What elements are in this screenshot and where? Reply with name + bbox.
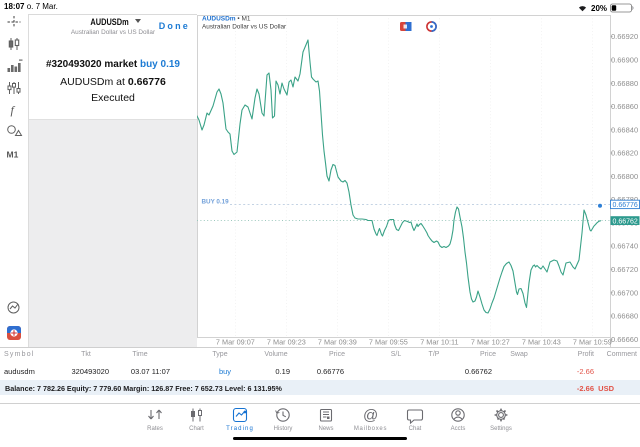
svg-text:Settings: Settings bbox=[490, 426, 512, 432]
svg-text:7 Mar 09:39: 7 Mar 09:39 bbox=[318, 338, 357, 347]
svg-text:Accts: Accts bbox=[451, 426, 466, 432]
svg-text:Trading: Trading bbox=[226, 426, 254, 432]
svg-text:7 Mar 10:43: 7 Mar 10:43 bbox=[522, 338, 561, 347]
svg-text:7 Mar 09:07: 7 Mar 09:07 bbox=[216, 338, 255, 347]
svg-text:0.66800: 0.66800 bbox=[611, 172, 638, 181]
svg-text:7 Mar 10:27: 7 Mar 10:27 bbox=[471, 338, 510, 347]
svg-text:20%: 20% bbox=[591, 4, 607, 13]
svg-text:7 Mar 10:59: 7 Mar 10:59 bbox=[573, 338, 612, 347]
svg-text:0.66776: 0.66776 bbox=[613, 202, 638, 209]
svg-text:0.66680: 0.66680 bbox=[611, 312, 638, 321]
svg-text:AUDUSDm • M1: AUDUSDm • M1 bbox=[202, 16, 251, 23]
svg-text:7 Mar 10:11: 7 Mar 10:11 bbox=[420, 338, 458, 347]
svg-text:Mailboxes: Mailboxes bbox=[354, 426, 387, 432]
svg-text:0.66700: 0.66700 bbox=[611, 288, 638, 297]
svg-text:News: News bbox=[318, 426, 333, 432]
svg-text:Rates: Rates bbox=[147, 426, 163, 432]
svg-text:BUY 0.19: BUY 0.19 bbox=[202, 198, 230, 205]
svg-text:0.66840: 0.66840 bbox=[611, 125, 638, 134]
svg-text:0.66740: 0.66740 bbox=[611, 242, 638, 251]
svg-text:0.66720: 0.66720 bbox=[611, 265, 638, 274]
svg-text:7 Mar 09:23: 7 Mar 09:23 bbox=[267, 338, 306, 347]
svg-text:@: @ bbox=[363, 407, 378, 424]
svg-text:0.66762: 0.66762 bbox=[613, 218, 638, 225]
svg-text:0.66880: 0.66880 bbox=[611, 79, 638, 88]
svg-text:0.66900: 0.66900 bbox=[611, 56, 638, 65]
svg-text:0.66780: 0.66780 bbox=[611, 195, 638, 204]
svg-text:Australian Dollar vs US Dollar: Australian Dollar vs US Dollar bbox=[202, 24, 287, 31]
svg-text:Chart: Chart bbox=[189, 426, 204, 432]
svg-text:Chat: Chat bbox=[409, 426, 422, 432]
svg-text:0.66860: 0.66860 bbox=[611, 102, 638, 111]
svg-text:f: f bbox=[11, 103, 16, 117]
svg-text:0.66920: 0.66920 bbox=[611, 32, 638, 41]
svg-text:0.66660: 0.66660 bbox=[611, 335, 638, 344]
svg-text:0.66820: 0.66820 bbox=[611, 149, 638, 158]
svg-text:History: History bbox=[274, 426, 293, 432]
svg-text:M1: M1 bbox=[7, 150, 19, 160]
svg-text:7 Mar 09:55: 7 Mar 09:55 bbox=[369, 338, 408, 347]
